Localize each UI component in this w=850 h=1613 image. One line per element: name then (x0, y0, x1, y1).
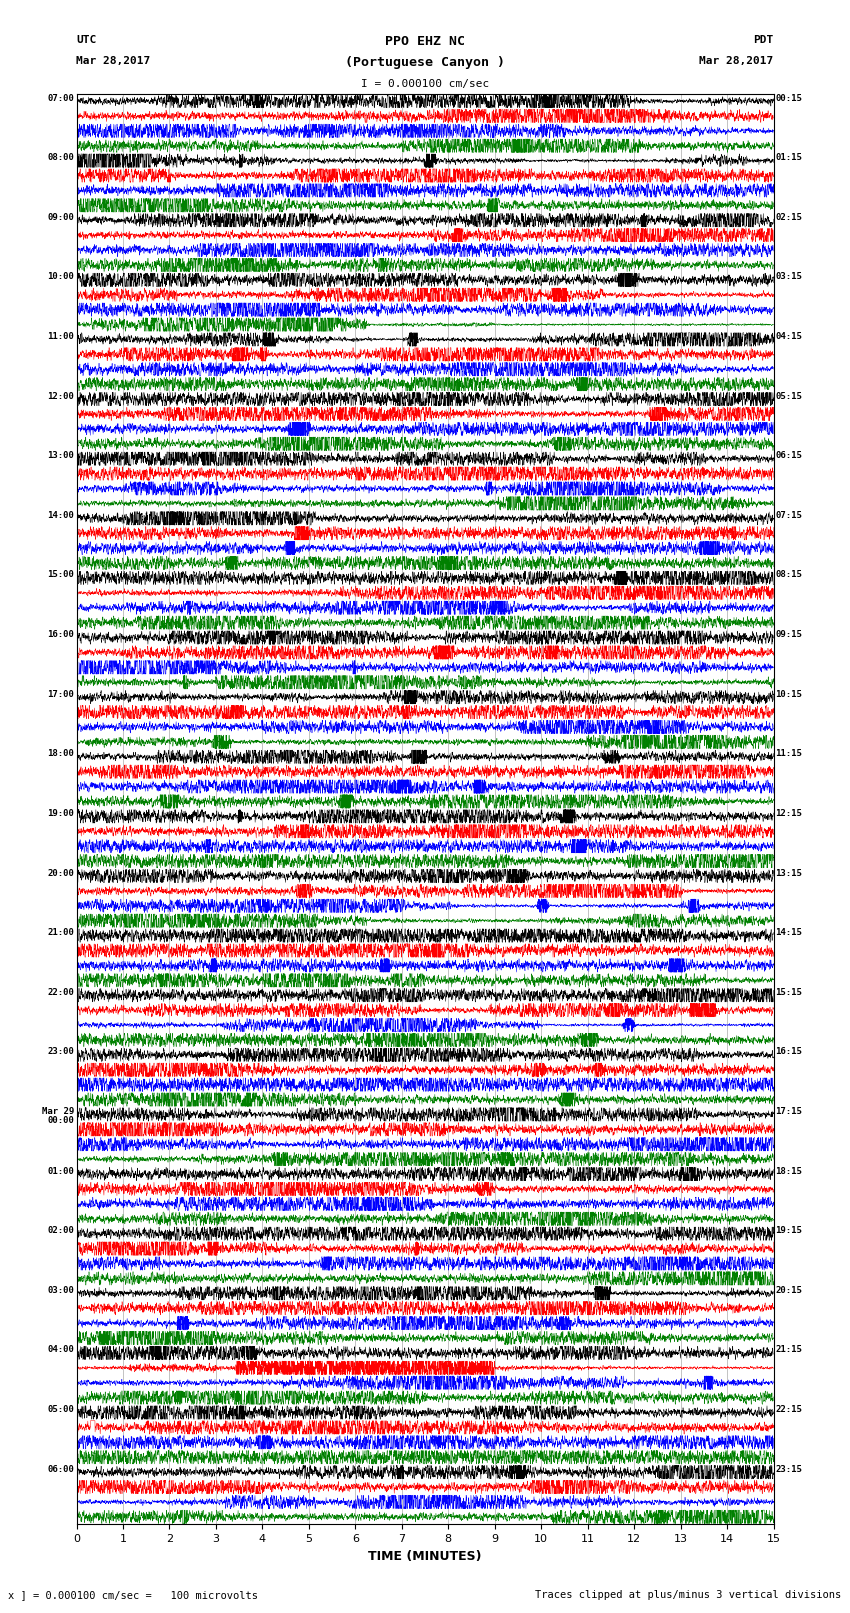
Text: 23:00: 23:00 (48, 1047, 75, 1057)
Text: 09:00: 09:00 (48, 213, 75, 221)
Text: 00:15: 00:15 (775, 94, 802, 103)
Text: 06:00: 06:00 (48, 1465, 75, 1474)
Text: 02:15: 02:15 (775, 213, 802, 221)
Text: 17:15: 17:15 (775, 1107, 802, 1116)
Text: 21:00: 21:00 (48, 927, 75, 937)
Text: 10:15: 10:15 (775, 690, 802, 698)
Text: Mar 29: Mar 29 (42, 1107, 75, 1116)
Text: 01:15: 01:15 (775, 153, 802, 163)
Text: 22:00: 22:00 (48, 987, 75, 997)
Text: PPO EHZ NC: PPO EHZ NC (385, 35, 465, 48)
Text: (Portuguese Canyon ): (Portuguese Canyon ) (345, 56, 505, 69)
Text: 12:00: 12:00 (48, 392, 75, 400)
Text: UTC: UTC (76, 35, 97, 45)
Text: 19:00: 19:00 (48, 810, 75, 818)
Text: 16:00: 16:00 (48, 631, 75, 639)
Text: 21:15: 21:15 (775, 1345, 802, 1355)
Text: 18:00: 18:00 (48, 750, 75, 758)
Text: 07:15: 07:15 (775, 511, 802, 519)
Text: Mar 28,2017: Mar 28,2017 (700, 56, 774, 66)
Text: 11:15: 11:15 (775, 750, 802, 758)
X-axis label: TIME (MINUTES): TIME (MINUTES) (368, 1550, 482, 1563)
Text: 02:00: 02:00 (48, 1226, 75, 1236)
Text: 23:15: 23:15 (775, 1465, 802, 1474)
Text: I = 0.000100 cm/sec: I = 0.000100 cm/sec (361, 79, 489, 89)
Text: 16:15: 16:15 (775, 1047, 802, 1057)
Text: 05:15: 05:15 (775, 392, 802, 400)
Text: Traces clipped at plus/minus 3 vertical divisions: Traces clipped at plus/minus 3 vertical … (536, 1590, 842, 1600)
Text: 08:15: 08:15 (775, 571, 802, 579)
Text: 15:15: 15:15 (775, 987, 802, 997)
Text: 04:00: 04:00 (48, 1345, 75, 1355)
Text: 18:15: 18:15 (775, 1166, 802, 1176)
Text: Mar 28,2017: Mar 28,2017 (76, 56, 150, 66)
Text: 14:15: 14:15 (775, 927, 802, 937)
Text: 01:00: 01:00 (48, 1166, 75, 1176)
Text: 11:00: 11:00 (48, 332, 75, 340)
Text: 13:15: 13:15 (775, 868, 802, 877)
Text: 06:15: 06:15 (775, 452, 802, 460)
Text: 14:00: 14:00 (48, 511, 75, 519)
Text: 08:00: 08:00 (48, 153, 75, 163)
Text: 19:15: 19:15 (775, 1226, 802, 1236)
Text: 15:00: 15:00 (48, 571, 75, 579)
Text: 20:00: 20:00 (48, 868, 75, 877)
Text: 03:15: 03:15 (775, 273, 802, 281)
Text: PDT: PDT (753, 35, 774, 45)
Text: 07:00: 07:00 (48, 94, 75, 103)
Text: 20:15: 20:15 (775, 1286, 802, 1295)
Text: x ] = 0.000100 cm/sec =   100 microvolts: x ] = 0.000100 cm/sec = 100 microvolts (8, 1590, 258, 1600)
Text: 12:15: 12:15 (775, 810, 802, 818)
Text: 10:00: 10:00 (48, 273, 75, 281)
Text: 04:15: 04:15 (775, 332, 802, 340)
Text: 17:00: 17:00 (48, 690, 75, 698)
Text: 09:15: 09:15 (775, 631, 802, 639)
Text: 00:00: 00:00 (48, 1116, 75, 1124)
Text: 13:00: 13:00 (48, 452, 75, 460)
Text: 22:15: 22:15 (775, 1405, 802, 1415)
Text: 03:00: 03:00 (48, 1286, 75, 1295)
Text: 05:00: 05:00 (48, 1405, 75, 1415)
